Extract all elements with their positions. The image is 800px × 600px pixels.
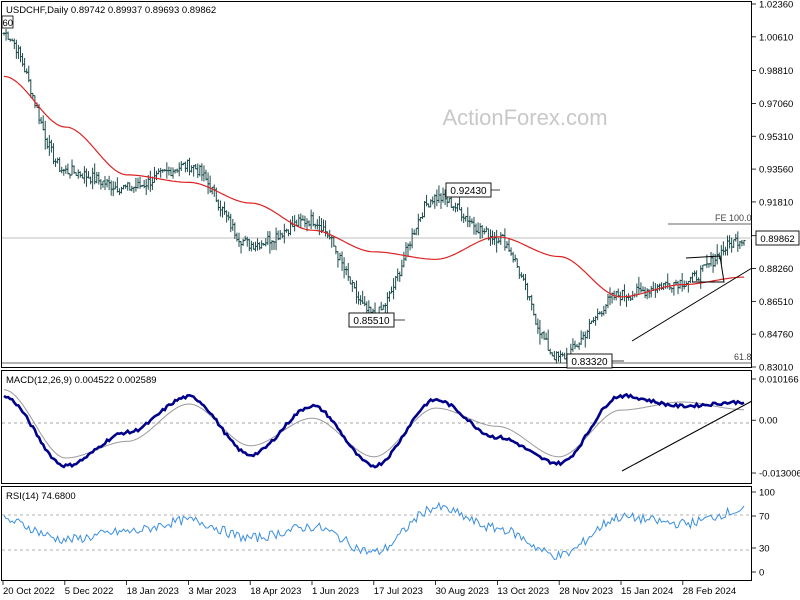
date-tick-label: 5 Dec 2022	[65, 586, 114, 597]
macd-trendline	[621, 400, 753, 472]
swing-high-annotation: 0.92430	[445, 182, 500, 198]
date-tick-label: 28 Feb 2024	[683, 586, 736, 597]
swing-low-1-label: 0.85510	[353, 316, 390, 327]
rsi-tick-label: 70	[759, 512, 770, 523]
date-tick-label: 18 Jan 2023	[127, 586, 179, 597]
price-trendline	[631, 267, 753, 342]
fe-100-label: FE 100.0	[715, 213, 752, 223]
price-tick-label: 0.84760	[759, 330, 793, 341]
price-tick-label: 0.98810	[759, 66, 793, 77]
date-tick-label: 20 Oct 2022	[3, 586, 55, 597]
rsi-panel-header: RSI(14) 74.6800	[6, 491, 76, 502]
date-tick-label: 18 Apr 2023	[250, 586, 301, 597]
date-tick-label: 15 Jan 2024	[621, 586, 673, 597]
rsi-panel-frame	[1, 486, 752, 581]
rsi-tick-label: 0	[759, 568, 764, 579]
macd-tick-label: 0.010166	[759, 375, 799, 386]
macd-axis: 0.010166 0.00 -0.013006	[752, 375, 800, 480]
current-price-value: 0.89862	[760, 234, 794, 245]
macd-tick-label: -0.013006	[759, 469, 800, 480]
swing-low-2-annotation: 0.83320	[566, 353, 624, 369]
date-tick-label: 17 Jul 2023	[374, 586, 423, 597]
price-tick-label: 1.02360	[759, 0, 793, 11]
current-price-tag	[755, 230, 800, 246]
edge-label-box	[1, 15, 14, 29]
date-tick-label: 30 Aug 2023	[436, 586, 489, 597]
swing-low-2-label: 0.83320	[571, 357, 608, 368]
rsi-tick-label: 30	[759, 544, 770, 555]
edge-label: 60	[3, 18, 14, 29]
rsi-line	[3, 501, 745, 561]
rsi-axis: 100 70 30 0	[752, 488, 775, 579]
macd-tick-label: 0.00	[759, 416, 778, 427]
price-panel-frame	[1, 1, 752, 368]
macd-panel-frame	[1, 370, 752, 484]
macd-signal-line	[3, 389, 744, 459]
date-tick-label: 13 Oct 2023	[497, 586, 549, 597]
price-tick-label: 0.91810	[759, 197, 793, 208]
macd-panel-header: MACD(12,26,9) 0.004522 0.002589	[6, 375, 157, 386]
price-tick-label: 0.86510	[759, 297, 793, 308]
price-tick-label: 0.83010	[759, 363, 793, 374]
price-tick-label: 0.95310	[759, 132, 793, 143]
moving-average-line	[3, 75, 745, 298]
date-tick-label: 3 Mar 2023	[188, 586, 236, 597]
swing-low-1-annotation: 0.85510	[348, 312, 405, 328]
flag-pattern-lines	[685, 255, 725, 283]
date-tick-label: 28 Nov 2023	[559, 586, 613, 597]
rsi-tick-label: 100	[759, 488, 775, 499]
date-tick-label: 1 Jun 2023	[312, 586, 359, 597]
price-tick-label: 0.93560	[759, 165, 793, 176]
macd-line	[3, 392, 745, 469]
price-tick-label: 0.88260	[759, 264, 793, 275]
watermark: ActionForex.com	[442, 105, 607, 130]
swing-high-label: 0.92430	[450, 186, 487, 197]
price-tick-label: 1.00610	[759, 32, 793, 43]
price-tick-label: 0.97060	[759, 99, 793, 110]
fib-61-8-label: 61.8	[734, 352, 752, 362]
price-panel-header: USDCHF,Daily 0.89742 0.89937 0.89693 0.8…	[6, 5, 216, 16]
date-axis: 20 Oct 2022 5 Dec 2022 18 Jan 2023 3 Mar 20…	[2, 581, 736, 597]
price-bars	[2, 28, 746, 364]
